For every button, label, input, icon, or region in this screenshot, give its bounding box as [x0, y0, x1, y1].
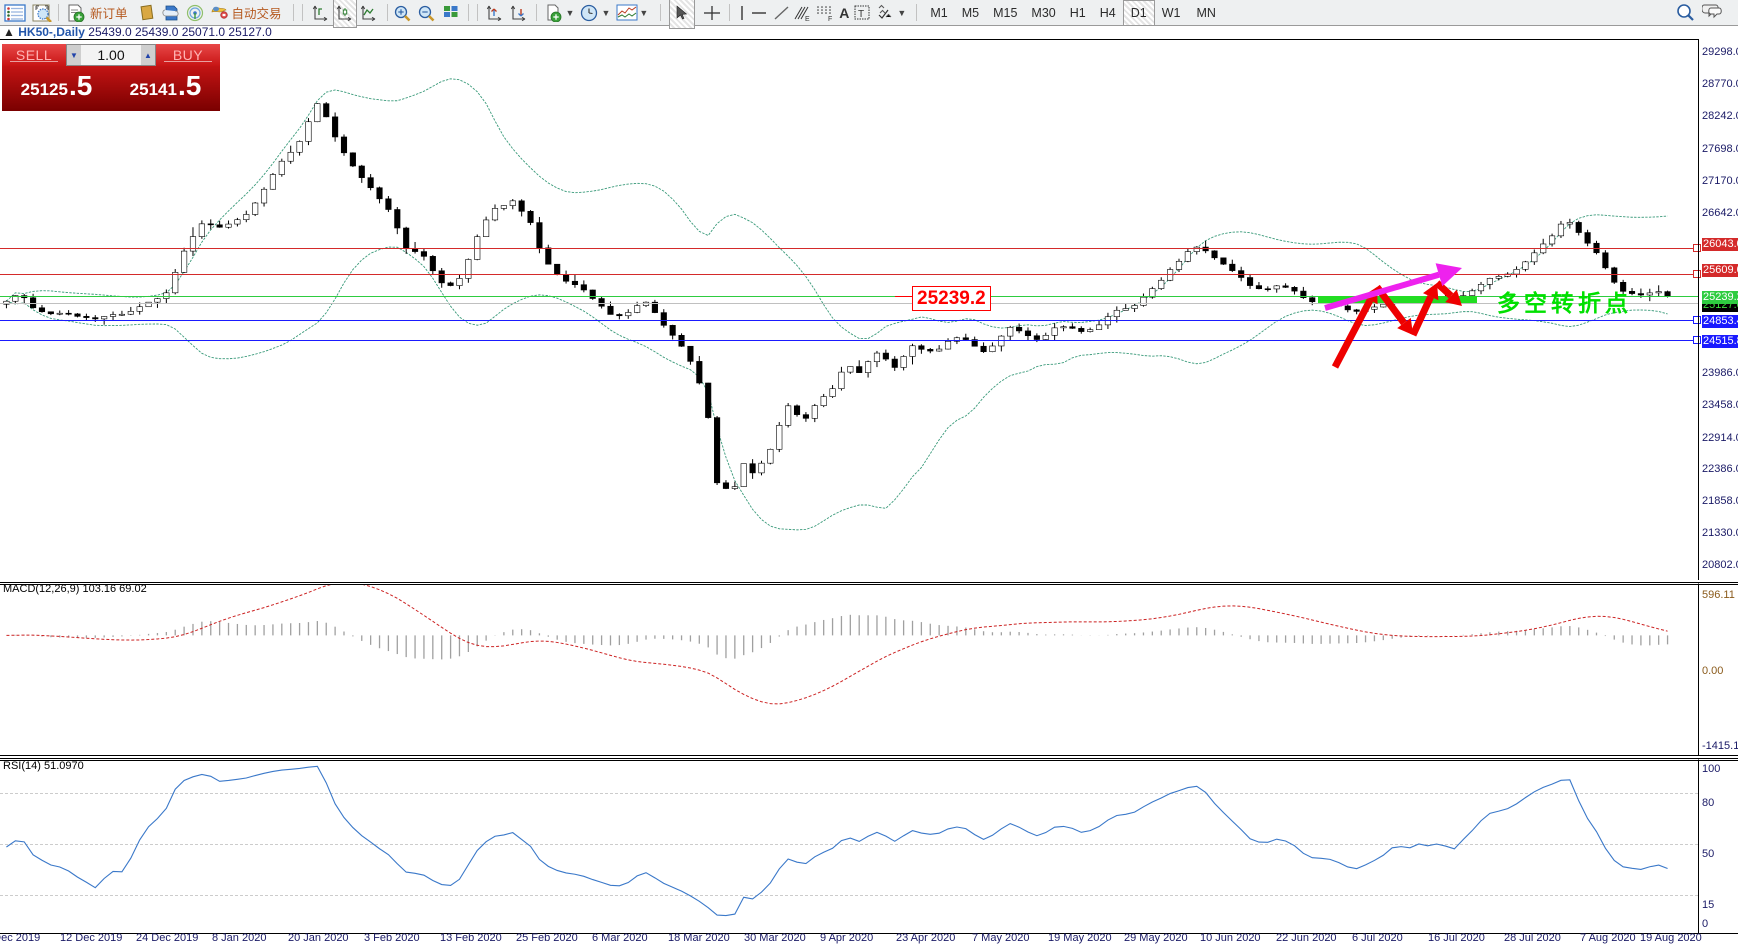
svg-text:E: E — [805, 16, 810, 22]
svg-text:F: F — [828, 16, 832, 22]
svg-text:T: T — [858, 9, 864, 20]
